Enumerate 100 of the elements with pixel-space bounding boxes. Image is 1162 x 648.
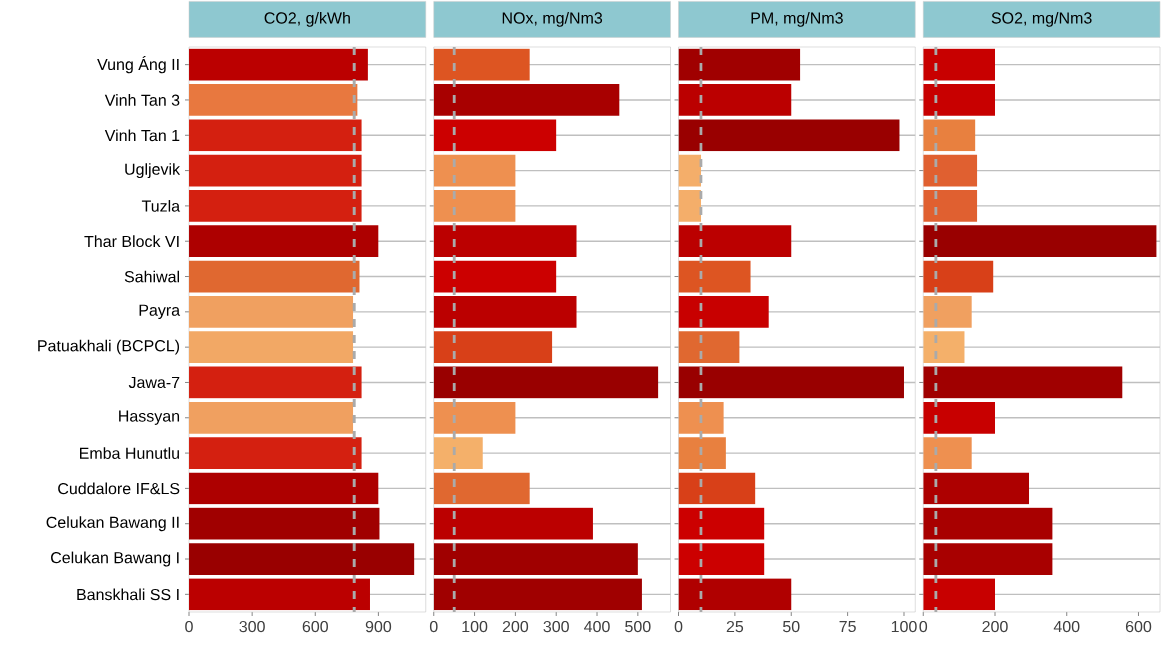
y-tick-label: Celukan Bawang I <box>51 551 179 567</box>
y-tick-label: Payra <box>139 304 181 319</box>
bar <box>433 401 516 434</box>
bar <box>923 331 965 364</box>
bar <box>433 48 530 81</box>
bar <box>433 295 577 328</box>
y-tick-label: Cuddalore IF&LS <box>58 482 180 495</box>
y-tick-label: Ugljevik <box>125 163 181 179</box>
bar <box>189 84 358 116</box>
x-tick-label: 75 <box>839 620 856 633</box>
bar <box>923 366 1123 399</box>
x-tick-label: 200 <box>982 620 1008 633</box>
bar <box>189 331 354 364</box>
y-tick-label: Hassyan <box>119 410 180 425</box>
chart-title: SO2, mg/Nm3 <box>991 11 1092 27</box>
y-tick-label: Patuakhali (BCPCL) <box>38 339 180 355</box>
x-tick-label: 0 <box>919 620 928 633</box>
bar <box>189 225 379 258</box>
bar <box>433 84 620 116</box>
x-tick-label: 600 <box>1125 620 1152 633</box>
bar <box>923 84 996 116</box>
bar <box>923 260 994 293</box>
bar <box>678 437 726 469</box>
bar <box>189 437 362 469</box>
bar <box>189 190 362 222</box>
bar <box>433 331 553 364</box>
bar <box>923 154 978 187</box>
bar <box>433 578 642 611</box>
y-tick-label: Vinh Tan 3 <box>104 94 180 106</box>
bar <box>923 543 1053 575</box>
y-tick-label: Thar Block VI <box>84 235 179 248</box>
bar <box>678 154 702 187</box>
bar <box>433 543 638 575</box>
bar <box>678 260 751 293</box>
bar <box>189 401 354 434</box>
bar <box>189 366 362 399</box>
bar <box>189 578 370 611</box>
bar <box>923 295 972 328</box>
bar <box>678 366 904 399</box>
x-tick-label: 0 <box>185 620 193 633</box>
bar <box>923 225 1157 258</box>
bar <box>433 507 593 540</box>
x-tick-label: 900 <box>365 620 392 633</box>
x-tick-label: 300 <box>239 620 265 633</box>
bar <box>189 260 360 293</box>
bar <box>433 437 483 469</box>
x-tick-label: 600 <box>302 620 328 633</box>
y-tick-label: Celukan Bawang II <box>46 516 179 532</box>
bar <box>923 437 972 469</box>
x-tick-label: 50 <box>783 620 800 633</box>
chart-title: NOx, mg/Nm3 <box>502 11 603 27</box>
x-tick-label: 100 <box>462 620 488 633</box>
x-tick-label: 25 <box>726 620 744 633</box>
x-tick-label: 0 <box>674 620 683 633</box>
y-tick-label: Vinh Tan 1 <box>104 129 180 142</box>
bar <box>433 119 557 152</box>
y-tick-label: Jawa-7 <box>128 376 180 389</box>
bar <box>433 190 516 222</box>
bar <box>678 507 765 540</box>
bar <box>189 507 380 540</box>
bar <box>923 401 996 434</box>
bar <box>678 472 756 505</box>
x-tick-label: 400 <box>584 620 610 633</box>
bar <box>678 401 724 434</box>
bar <box>433 472 530 505</box>
bar <box>678 543 765 575</box>
bar <box>678 84 792 116</box>
bar <box>923 578 996 611</box>
x-tick-label: 100 <box>891 620 917 633</box>
bar <box>189 543 415 575</box>
bar <box>189 119 362 152</box>
bar <box>678 48 801 81</box>
x-tick-label: 200 <box>502 620 529 633</box>
bar <box>923 507 1053 540</box>
bar <box>189 48 368 81</box>
bar <box>678 119 900 152</box>
bar <box>678 225 792 258</box>
bar <box>678 331 740 364</box>
bar <box>189 295 354 328</box>
x-tick-label: 0 <box>429 620 438 633</box>
bar <box>189 154 362 187</box>
bar <box>678 190 702 222</box>
chart-title: CO2, g/kWh <box>264 11 350 27</box>
chart-title: PM, mg/Nm3 <box>751 11 843 27</box>
bar <box>678 295 769 328</box>
y-tick-label: Banskhali SS I <box>77 588 179 601</box>
y-tick-label: Tuzla <box>141 200 181 212</box>
bar <box>433 225 577 258</box>
bar <box>923 190 978 222</box>
x-tick-label: 400 <box>1053 620 1080 633</box>
y-tick-label: Vung Áng II <box>97 56 179 74</box>
bar <box>433 366 659 399</box>
x-tick-label: 300 <box>543 620 569 633</box>
y-tick-label: Emba Hunutlu <box>80 447 179 459</box>
bar <box>433 154 516 187</box>
bar <box>678 578 792 611</box>
bar <box>923 119 976 152</box>
x-tick-label: 500 <box>625 620 651 633</box>
bar <box>923 48 996 81</box>
bar <box>189 472 379 505</box>
